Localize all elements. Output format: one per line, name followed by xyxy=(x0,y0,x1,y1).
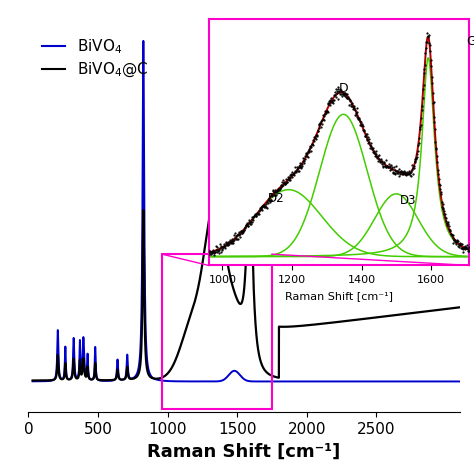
Text: G: G xyxy=(466,36,474,48)
Legend: BiVO$_4$, BiVO$_4$@C: BiVO$_4$, BiVO$_4$@C xyxy=(36,31,155,85)
Text: D3: D3 xyxy=(400,194,417,207)
X-axis label: Raman Shift [cm⁻¹]: Raman Shift [cm⁻¹] xyxy=(285,291,393,301)
Bar xyxy=(162,254,272,409)
X-axis label: Raman Shift [cm⁻¹]: Raman Shift [cm⁻¹] xyxy=(147,443,341,461)
Text: D2: D2 xyxy=(268,191,285,205)
Text: D: D xyxy=(338,82,348,95)
